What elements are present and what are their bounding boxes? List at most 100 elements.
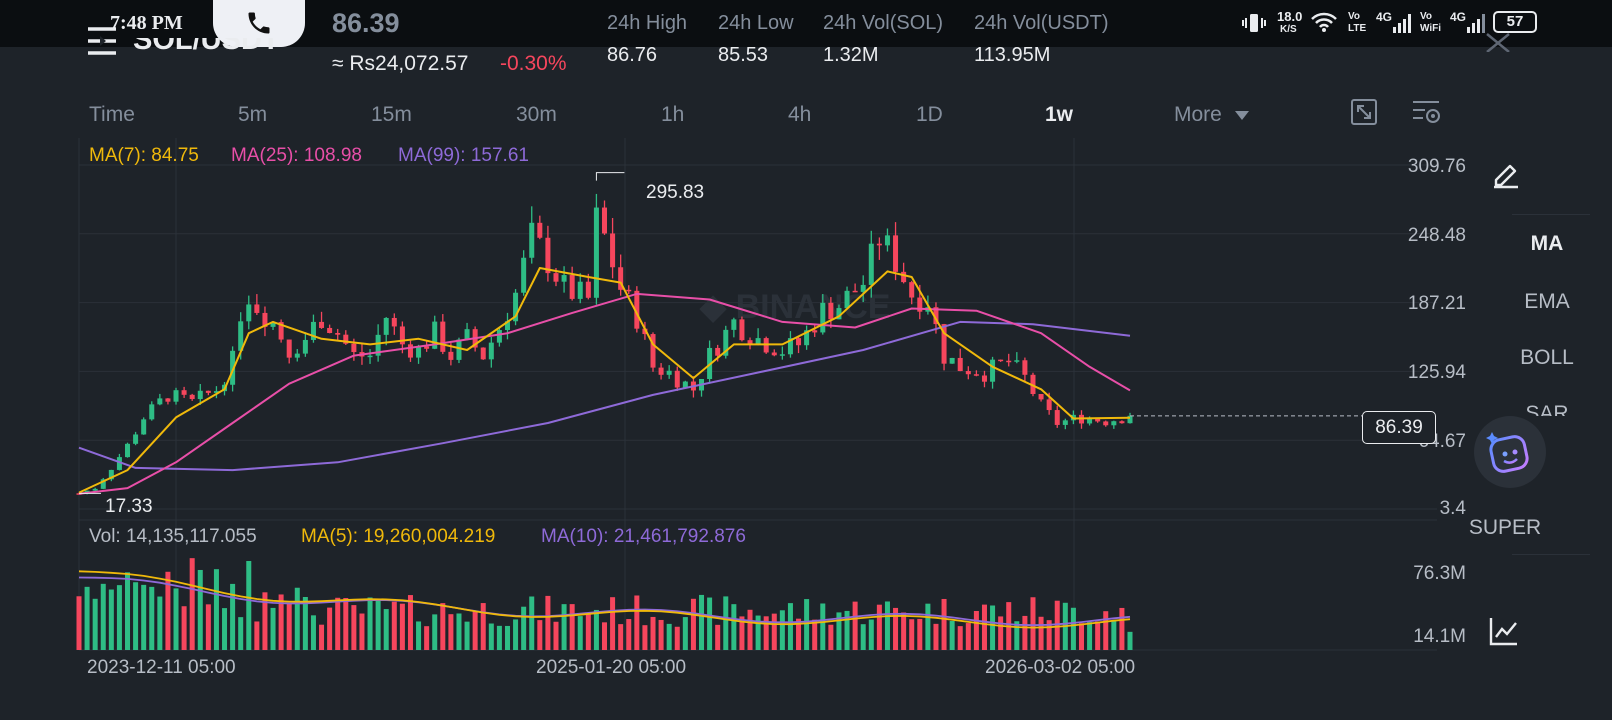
candle-body <box>1119 421 1125 424</box>
candle-body <box>618 267 624 290</box>
ema-button[interactable]: EMA <box>1524 290 1570 313</box>
ai-face-icon <box>1484 426 1536 483</box>
stat-vol-usdt-value: 113.95M <box>974 44 1051 66</box>
tab-15m[interactable]: 15m <box>371 103 412 126</box>
high-leader-line <box>595 172 625 181</box>
volume-bar <box>416 621 422 650</box>
candle-body <box>76 493 82 495</box>
line-chart-icon[interactable] <box>1488 615 1520 652</box>
candle-body <box>787 338 793 355</box>
volume-bar <box>286 603 292 650</box>
signal-icon-1 <box>1392 12 1414 39</box>
divider <box>1512 214 1590 215</box>
candle-body <box>796 338 802 346</box>
tab-1d[interactable]: 1D <box>916 103 943 126</box>
candle-body <box>893 235 899 272</box>
stat-low-value: 85.53 <box>718 44 769 66</box>
tab-30m[interactable]: 30m <box>516 103 557 126</box>
pair-title[interactable]: SOL/USDT <box>133 24 280 56</box>
candle-body <box>537 222 543 238</box>
candle-body <box>1022 360 1028 375</box>
tab-4h[interactable]: 4h <box>788 103 812 126</box>
volume-bar <box>941 598 947 650</box>
volume-bar <box>981 604 987 650</box>
volume-bar <box>699 594 705 650</box>
volume-bar <box>771 613 777 650</box>
volume-bar <box>464 621 470 650</box>
volume-bar <box>593 609 599 650</box>
volume-bar <box>731 604 737 650</box>
volume-bar <box>690 598 696 650</box>
close-icon[interactable] <box>1484 28 1512 57</box>
volume-bar <box>529 596 535 650</box>
volume-bar <box>149 586 155 650</box>
candle-body <box>1046 399 1052 411</box>
volume-bar <box>626 619 632 650</box>
super-button[interactable]: SUPER <box>1468 516 1542 539</box>
candle-body <box>375 334 381 356</box>
volume-bar <box>610 597 616 650</box>
volume-bar <box>367 597 373 650</box>
price-tick: 309.76 <box>1407 156 1466 177</box>
tab-5m[interactable]: 5m <box>238 103 268 126</box>
fullscreen-icon[interactable] <box>1350 98 1378 131</box>
tab-1w[interactable]: 1w <box>1045 103 1074 126</box>
candle-body <box>343 334 349 344</box>
vo-wifi-label: Vo WiFi <box>1420 11 1442 34</box>
sar-button[interactable]: SAR <box>1525 402 1569 425</box>
ai-assistant-button[interactable] <box>1474 416 1546 488</box>
volume-bar <box>92 598 98 650</box>
volume-bar <box>779 610 785 650</box>
candle-body <box>399 326 405 345</box>
candle-body <box>828 302 834 320</box>
call-pill[interactable] <box>213 0 305 47</box>
volume-bar <box>294 587 300 650</box>
volume-bar <box>399 603 405 650</box>
volume-bar <box>351 605 357 650</box>
volume-bar <box>723 596 729 650</box>
candle-body <box>1054 410 1060 425</box>
candle-body <box>464 329 470 340</box>
candle-body <box>100 479 106 489</box>
ma-button[interactable]: MA <box>1530 232 1564 255</box>
candle-body <box>521 257 527 293</box>
volume-bar <box>957 626 963 650</box>
candle-body <box>230 350 236 385</box>
candle-body <box>998 359 1004 362</box>
menu-icon[interactable] <box>86 24 120 63</box>
candle-body <box>585 281 591 298</box>
volume-ma5-line <box>78 570 1131 629</box>
stat-high-value: 86.76 <box>607 44 658 66</box>
vol-legend: Vol: 14,135,117.055 <box>89 526 257 547</box>
chart-settings-icon[interactable] <box>1411 98 1443 131</box>
volume-bar <box>173 588 179 650</box>
volume-bar <box>391 601 397 650</box>
more-button[interactable]: More <box>1174 103 1222 126</box>
vol-ma5-legend: MA(5): 19,260,004.219 <box>301 526 496 547</box>
candle-body <box>949 357 955 364</box>
candle-body <box>133 434 139 444</box>
volume-bar <box>577 616 583 650</box>
boll-button[interactable]: BOLL <box>1520 346 1574 369</box>
candle-body <box>884 235 890 246</box>
candle-body <box>205 390 211 393</box>
tab-time[interactable]: Time <box>89 103 135 126</box>
volume-bar <box>545 595 551 650</box>
volume-bar <box>76 596 82 650</box>
candle-body <box>383 317 389 335</box>
volume-bar <box>375 600 381 650</box>
signal-icon-2 <box>1466 12 1488 39</box>
volume-bar <box>504 625 510 650</box>
volume-bar <box>990 605 996 650</box>
stat-low-label: 24h Low <box>718 12 794 34</box>
tab-1h[interactable]: 1h <box>661 103 685 126</box>
candle-body <box>278 322 284 340</box>
candle-body <box>173 390 179 402</box>
volume-bar <box>359 613 365 650</box>
price-change: -0.30% <box>500 52 567 75</box>
draw-pencil-icon[interactable] <box>1490 158 1522 195</box>
volume-bar <box>674 626 680 650</box>
volume-bar <box>650 616 656 650</box>
candle-body <box>852 290 858 293</box>
